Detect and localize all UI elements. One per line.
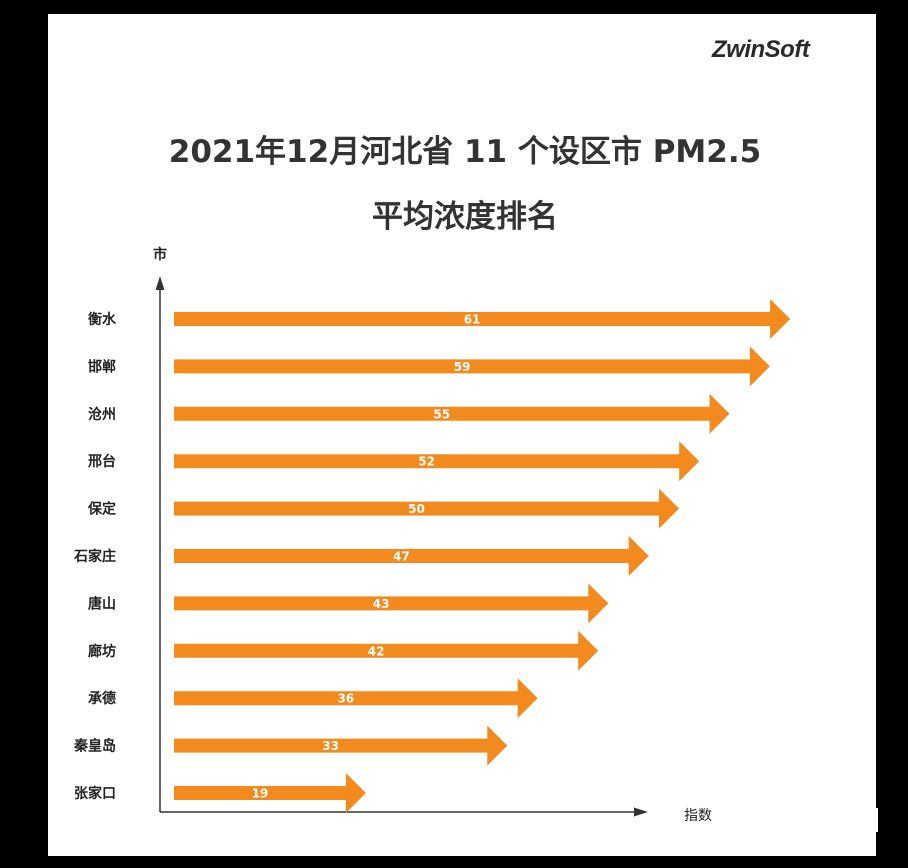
- bar-row: 61 衡水: [88, 299, 791, 339]
- bar-row: 19 张家口: [74, 773, 366, 813]
- frame-edge-mark: [876, 808, 878, 832]
- category-label: 石家庄: [73, 548, 116, 565]
- category-label: 张家口: [74, 785, 116, 802]
- bar-沧州: [174, 393, 730, 434]
- category-label: 廊坊: [88, 643, 116, 660]
- bar-row: 43 唐山: [88, 583, 609, 624]
- chart-title-line-1: 2021年12月河北省 11 个设区市 PM2.5: [168, 134, 762, 170]
- category-label: 保定: [87, 501, 116, 518]
- category-label: 邯郸: [88, 358, 116, 375]
- data-label: 33: [322, 739, 339, 753]
- data-label: 59: [454, 360, 471, 374]
- data-label: 50: [408, 502, 425, 516]
- bar-row: 52 邢台: [87, 441, 700, 482]
- category-label: 承德: [88, 690, 116, 707]
- x-axis-label: 指数: [684, 808, 712, 824]
- bar-row: 33 秦皇岛: [73, 725, 508, 766]
- bar-石家庄: [174, 536, 649, 576]
- data-label: 43: [373, 597, 390, 611]
- bar-唐山: [174, 583, 609, 624]
- data-label: 36: [337, 692, 354, 706]
- category-label: 衡水: [88, 311, 117, 328]
- category-label: 秦皇岛: [73, 738, 116, 755]
- bar-row: 50 保定: [87, 488, 679, 529]
- bar-row: 42 廊坊: [88, 630, 599, 671]
- category-label: 沧州: [88, 406, 116, 423]
- bar-邯郸: [174, 346, 770, 387]
- bar-邢台: [174, 441, 700, 482]
- data-label: 42: [368, 644, 385, 658]
- bar-张家口: [174, 773, 366, 813]
- chart-canvas: [48, 14, 876, 856]
- zwinsoft-logo: ZwinSoft: [712, 36, 810, 63]
- y-axis-label: 市: [153, 247, 167, 263]
- bar-衡水: [174, 299, 791, 339]
- bar-保定: [174, 488, 679, 529]
- data-label: 55: [433, 407, 450, 421]
- chart-axes: [155, 276, 648, 817]
- bar-承德: [174, 678, 538, 719]
- category-label: 邢台: [87, 453, 116, 470]
- data-label: 47: [393, 550, 410, 564]
- bar-row: 47 石家庄: [73, 536, 649, 576]
- data-label: 52: [418, 455, 435, 469]
- chart-title-line-2: 平均浓度排名: [372, 199, 558, 235]
- x-axis-arrowhead: [634, 807, 648, 817]
- bar-row: 36 承德: [88, 678, 538, 719]
- bar-秦皇岛: [174, 725, 508, 766]
- data-label: 19: [252, 787, 269, 801]
- data-label: 61: [464, 313, 481, 327]
- y-axis-arrowhead: [155, 276, 165, 290]
- bar-row: 55 沧州: [88, 393, 730, 434]
- category-label: 唐山: [88, 595, 116, 612]
- bar-廊坊: [174, 630, 599, 671]
- bar-row: 59 邯郸: [88, 346, 770, 387]
